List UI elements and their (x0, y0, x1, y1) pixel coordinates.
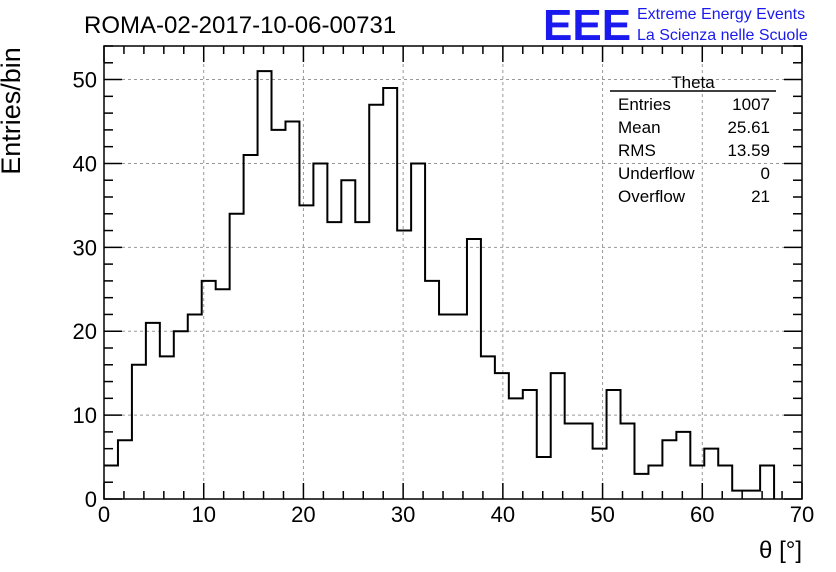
x-tick-label: 50 (590, 502, 614, 527)
x-tick-label: 60 (690, 502, 714, 527)
stats-label: Overflow (618, 187, 686, 206)
histogram-bin (411, 163, 425, 499)
histogram-bin (467, 239, 481, 499)
stats-value: 13.59 (727, 141, 770, 160)
histogram-bin (453, 314, 467, 499)
stats-label: Mean (618, 118, 661, 137)
stats-value: 1007 (732, 95, 770, 114)
histogram-bin (537, 457, 551, 499)
histogram-bin (230, 214, 244, 499)
y-tick-label: 20 (73, 319, 97, 344)
histogram-bin (593, 449, 607, 499)
histogram-bin (648, 465, 662, 499)
histogram-bin (425, 281, 439, 499)
histogram-bin (551, 373, 565, 499)
histogram-bin (355, 222, 369, 499)
histogram-bin (634, 474, 648, 499)
stats-box: Theta Entries 1007 Mean 25.61 RMS 13.59 Underf… (610, 73, 776, 206)
stats-value: 0 (761, 164, 770, 183)
x-tick-label: 70 (790, 502, 814, 527)
histogram-bin (244, 155, 258, 499)
histogram-bin (704, 449, 718, 499)
histogram-bin (160, 356, 174, 499)
y-tick-label: 10 (73, 403, 97, 428)
grid-lines (104, 46, 802, 499)
x-tick-label: 20 (291, 502, 315, 527)
histogram-bin (104, 465, 118, 499)
y-axis-title: Entries/bin (0, 47, 26, 175)
x-axis-title: θ [°] (759, 537, 802, 564)
eee-logo: EEE Extreme Energy Events La Scienza nel… (543, 1, 808, 50)
histogram-bin (258, 71, 272, 499)
y-tick-labels: 0 10 20 30 40 50 (73, 68, 97, 512)
histogram-bin (676, 432, 690, 499)
histogram-bin (662, 440, 676, 499)
histogram-bin (369, 105, 383, 499)
histogram-bin (621, 424, 635, 500)
histogram-bin (188, 314, 202, 499)
histogram-bin (272, 130, 286, 499)
histogram-bin (118, 440, 132, 499)
histogram-bin (718, 465, 732, 499)
histogram-bin (397, 231, 411, 499)
stats-title: Theta (671, 73, 715, 92)
histogram-bin (523, 390, 537, 499)
stats-rows: Entries 1007 Mean 25.61 RMS 13.59 Underflow 0 Ov… (618, 95, 770, 206)
stats-value: 21 (751, 187, 770, 206)
histogram-bin (732, 491, 746, 499)
histogram-bin (146, 323, 160, 499)
y-tick-label: 50 (73, 68, 97, 93)
y-tick-label: 40 (73, 151, 97, 176)
histogram-bin (746, 491, 760, 499)
y-tick-label: 0 (85, 487, 97, 512)
histogram-bin (509, 398, 523, 499)
histogram-bin (383, 88, 397, 499)
histogram-bin (327, 222, 341, 499)
histogram-bin (132, 365, 146, 499)
stats-label: RMS (618, 141, 656, 160)
brand-line-2: La Scienza nelle Scuole (637, 27, 808, 44)
x-tick-label: 40 (491, 502, 515, 527)
stats-label: Underflow (618, 164, 695, 183)
histogram-bin (579, 424, 593, 500)
histogram-bin (299, 205, 313, 499)
histogram-bin (760, 465, 774, 499)
x-tick-label: 10 (191, 502, 215, 527)
run-title: ROMA-02-2017-10-06-00731 (84, 12, 396, 39)
histogram-bin (202, 281, 216, 499)
plot-frame (103, 45, 803, 500)
histogram-bin (690, 465, 704, 499)
histogram-bin (607, 390, 621, 499)
histogram-bin (285, 122, 299, 500)
x-tick-label: 0 (98, 502, 110, 527)
histogram-series (104, 70, 776, 499)
histogram-bin (174, 331, 188, 499)
histogram-bin (313, 163, 327, 499)
histogram-bin (439, 314, 453, 499)
x-tick-label: 30 (391, 502, 415, 527)
histogram-bin (481, 356, 495, 499)
histogram-bin (216, 289, 230, 499)
histogram-bin (341, 180, 355, 499)
histogram-bin (565, 424, 579, 500)
stats-label: Entries (618, 95, 671, 114)
y-tick-label: 30 (73, 235, 97, 260)
stats-value: 25.61 (727, 118, 770, 137)
brand-line-1: Extreme Energy Events (637, 6, 805, 23)
eee-logo-text: EEE (543, 1, 631, 50)
x-tick-labels: 0 10 20 30 40 50 60 70 (98, 502, 814, 527)
histogram-bin (495, 373, 509, 499)
